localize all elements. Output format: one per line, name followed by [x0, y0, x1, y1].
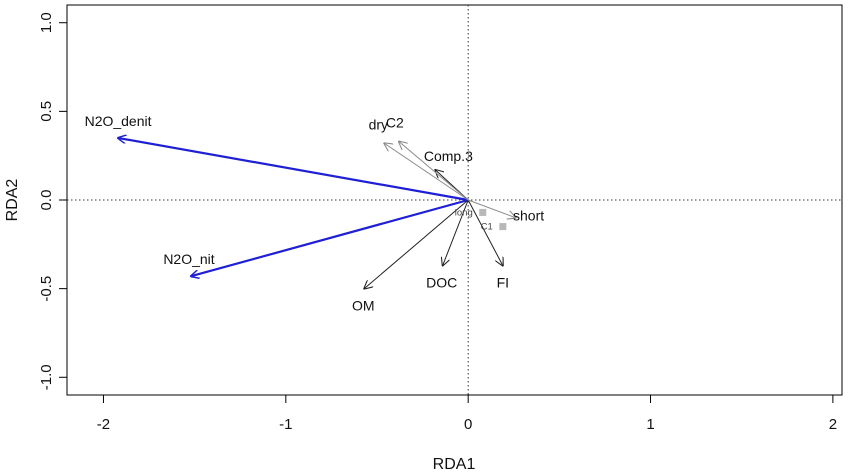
centroid-label: long: [455, 207, 473, 218]
arrow-label: OM: [352, 298, 375, 314]
arrow-label: short: [513, 208, 544, 224]
arrow-label: C2: [386, 115, 404, 131]
y-tick-label: -0.5: [38, 276, 55, 302]
y-tick-label: 1.0: [38, 12, 55, 33]
x-tick-label: -1: [279, 416, 292, 433]
arrow-doc: [443, 199, 469, 266]
arrow-label: DOC: [426, 275, 457, 291]
x-tick-label: 1: [646, 416, 654, 433]
x-tick-label: -2: [97, 416, 110, 433]
arrow-n2o-nit: [191, 198, 469, 276]
x-axis-title: RDA1: [433, 456, 476, 473]
arrow-fi: [467, 199, 503, 266]
centroid-c1: [499, 223, 507, 231]
y-tick-label: -1.0: [38, 364, 55, 390]
centroid-label: C1: [481, 222, 493, 233]
arrow-label: N2O_denit: [85, 113, 152, 129]
arrow-label: FI: [497, 275, 509, 291]
arrow-short: [468, 199, 515, 218]
arrow-c2: [399, 142, 469, 201]
x-axis: -2 -1 0 1 2: [97, 395, 837, 433]
centroid-long: [479, 208, 487, 216]
y-tick-label: 0.0: [38, 190, 55, 211]
arrow-n2o-denit: [118, 138, 469, 202]
arrow-om: [364, 199, 469, 289]
reference-lines: [67, 5, 842, 395]
arrow-dry: [384, 143, 469, 201]
y-axis: -1.0 -0.5 0.0 0.5 1.0: [38, 12, 67, 390]
y-axis-title: RDA2: [4, 179, 21, 222]
centroid-points: long C1: [455, 207, 507, 233]
arrow-label: Comp.3: [424, 148, 473, 164]
x-tick-label: 2: [829, 416, 837, 433]
arrow-label: N2O_nit: [163, 251, 214, 267]
y-tick-label: 0.5: [38, 101, 55, 122]
x-tick-label: 0: [464, 416, 472, 433]
arrow-label: dry: [369, 116, 388, 132]
